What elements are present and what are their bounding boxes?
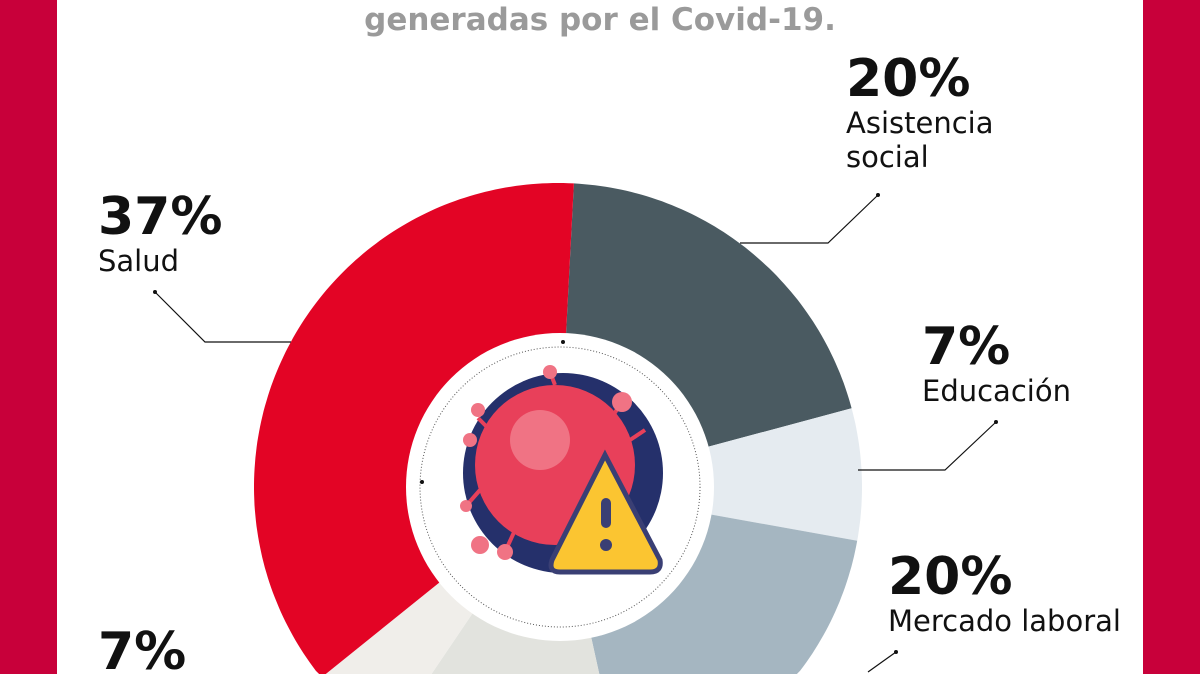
- chart-title: generadas por el Covid-19.: [364, 2, 836, 38]
- label-bottom-left: 7%: [98, 622, 187, 682]
- leader-lines: [154, 194, 997, 673]
- label-asistencia-social: 20% Asistencia social: [846, 52, 1016, 174]
- pct-label: 7%: [922, 317, 1011, 377]
- virus-warning-icon: [460, 365, 663, 575]
- pct-label: 20%: [888, 547, 1013, 607]
- inner-dotted-ring: [419, 346, 701, 628]
- category-label: Educación: [922, 374, 1071, 408]
- pct-label: 20%: [846, 49, 971, 109]
- slice-salud: [254, 183, 574, 674]
- category-label: Asistencia social: [846, 106, 994, 174]
- pct-label: 37%: [98, 187, 223, 247]
- pct-label: 7%: [98, 622, 187, 682]
- label-mercado-laboral: 20% Mercado laboral: [888, 550, 1121, 638]
- left-border: [0, 0, 57, 674]
- right-border: [1143, 0, 1200, 674]
- category-label: Mercado laboral: [888, 604, 1121, 638]
- category-label: Salud: [98, 244, 180, 278]
- label-educacion: 7% Educación: [922, 320, 1071, 408]
- label-salud: 37% Salud: [98, 190, 222, 278]
